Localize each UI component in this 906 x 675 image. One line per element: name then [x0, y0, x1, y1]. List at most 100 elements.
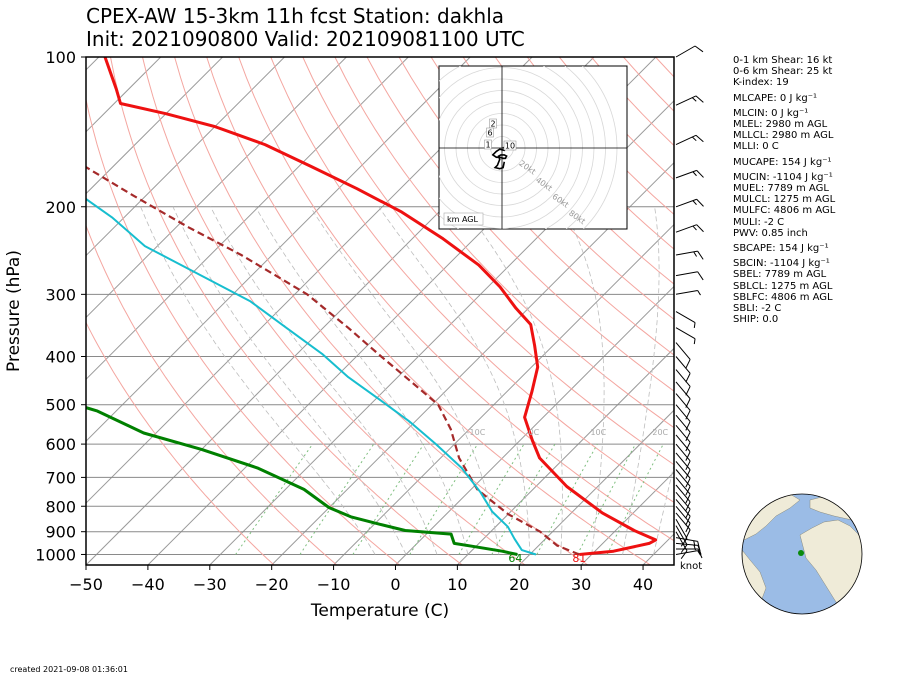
surface-dewpoint-label: 64 — [508, 552, 522, 565]
isotherm-line — [86, 57, 471, 442]
dry-adiabat — [142, 57, 526, 565]
x-tick-label: −50 — [69, 575, 103, 594]
x-tick-label: 20 — [509, 575, 529, 594]
wind-barb — [676, 548, 703, 559]
chart-title-line1: CPEX-AW 15-3km 11h fcst Station: dakhla — [86, 4, 505, 28]
x-tick-label: 0 — [390, 575, 400, 594]
x-tick-label: −30 — [193, 575, 227, 594]
hodograph-height-label: 2 — [489, 118, 497, 129]
wind-barb — [675, 424, 691, 452]
y-tick-label: 600 — [45, 435, 76, 454]
hodograph-height-label: 1 — [484, 139, 492, 150]
y-tick-label: 200 — [45, 198, 76, 217]
stat-row: MULI: -2 C — [733, 216, 785, 228]
surface-temperature-label: 81 — [572, 552, 586, 565]
stat-row: SHIP: 0.0 — [733, 314, 779, 326]
mixing-ratio-line — [299, 443, 375, 555]
barb-shaft — [675, 224, 697, 233]
barb-shaft — [675, 404, 691, 422]
wind-barb — [675, 224, 704, 233]
wind-barb — [675, 250, 704, 260]
stat-row: SBEL: 7789 m AGL — [733, 269, 827, 281]
y-tick-label: 500 — [45, 396, 76, 415]
wind-barb — [675, 198, 704, 208]
wind-barb — [675, 550, 701, 556]
barb-half-flag — [693, 544, 696, 551]
barb-shaft — [675, 289, 698, 295]
station-globe — [741, 493, 863, 615]
dry-adiabat — [206, 57, 651, 565]
sounding-stats-panel: 0-1 km Shear: 16 kt 0-6 km Shear: 25 kt K-… — [733, 55, 835, 325]
x-tick-label: −10 — [317, 575, 351, 594]
barb-flag — [685, 516, 691, 526]
barb-flag — [685, 469, 691, 479]
barb-flag — [696, 224, 704, 233]
series-parcel — [86, 165, 580, 556]
isotherm-line — [86, 57, 409, 381]
isotherm-label: 10C — [590, 428, 606, 437]
isotherm-line — [333, 223, 674, 565]
stat-row: MUCAPE: 154 J kg⁻¹ — [733, 156, 832, 168]
stat-row: 0-1 km Shear: 16 kt — [733, 55, 833, 66]
isotherm-line — [86, 57, 285, 257]
moist-adiabat — [255, 206, 469, 555]
stat-row: SBCAPE: 154 J kg⁻¹ — [733, 243, 829, 255]
moist-adiabat — [463, 206, 563, 555]
mixing-ratio-line — [606, 443, 664, 555]
moist-adiabat — [210, 206, 438, 555]
y-tick-label: 900 — [45, 523, 76, 542]
barb-half-flag — [692, 200, 697, 205]
moist-adiabat — [140, 206, 376, 555]
height-label-text: 2 — [490, 120, 495, 129]
barb-flag — [694, 45, 704, 53]
mixing-ratio-line — [235, 443, 314, 555]
isotherm-line — [271, 161, 674, 565]
dry-adiabat — [462, 57, 674, 285]
dry-adiabat — [238, 57, 674, 542]
isotherm-line — [457, 347, 674, 565]
moist-adiabat — [622, 206, 660, 555]
dry-adiabat — [270, 57, 674, 503]
stat-row: MLCIN: 0 J kg⁻¹ — [733, 107, 809, 119]
barb-flag — [685, 451, 691, 461]
globe-outline — [741, 493, 863, 615]
height-label-text: 1 — [485, 141, 490, 150]
dry-adiabat — [398, 57, 674, 356]
wind-barb — [675, 369, 691, 396]
barb-flag — [697, 548, 703, 559]
barb-shaft — [675, 452, 691, 471]
barb-shaft — [675, 45, 696, 58]
barb-shaft — [675, 95, 697, 106]
wind-barb — [675, 45, 704, 58]
barb-half-flag — [691, 97, 697, 102]
moist-adiabat — [562, 206, 605, 555]
hodograph-frame — [438, 65, 628, 230]
barb-flag — [685, 421, 691, 431]
barb-flag — [685, 460, 691, 471]
stat-row: SBLFC: 4806 m AGL — [733, 291, 833, 303]
barb-half-flag — [697, 290, 701, 296]
barb-shaft — [675, 342, 691, 360]
isotherm-label: 20C — [652, 428, 668, 437]
barb-shaft — [675, 327, 696, 340]
x-axis-label: Temperature (C) — [310, 601, 449, 621]
barb-flag — [685, 508, 691, 519]
dry-adiabat — [366, 57, 674, 392]
created-timestamp: created 2021-09-08 01:36:01 — [10, 665, 128, 674]
wind-barb — [675, 434, 691, 461]
barb-flag — [685, 373, 691, 383]
barb-flag — [685, 441, 691, 452]
stat-row: MLLI: 0 C — [733, 141, 779, 153]
isotherm-line — [86, 57, 162, 133]
barb-flag — [697, 541, 701, 552]
x-tick-label: 30 — [571, 575, 591, 594]
stat-row: PWV: 0.85 inch — [733, 227, 808, 239]
stat-row: MUEL: 7789 m AGL — [733, 183, 829, 195]
wind-barb — [675, 169, 704, 179]
wind-barb — [675, 443, 691, 471]
barb-flag — [685, 431, 691, 442]
barb-flag — [685, 529, 691, 539]
moist-adiabat — [172, 206, 407, 555]
barb-flag — [680, 550, 688, 560]
